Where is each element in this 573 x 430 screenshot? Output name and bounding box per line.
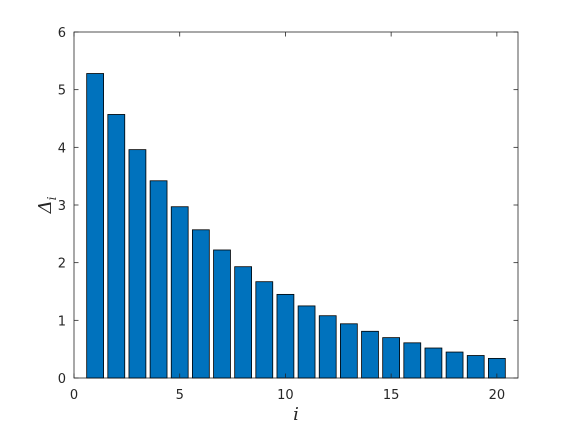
y-tick-label: 0 (58, 372, 66, 387)
x-tick-label: 20 (489, 388, 506, 403)
bar (382, 337, 400, 379)
y-tick-label: 6 (58, 26, 66, 41)
x-tick-label: 15 (383, 388, 400, 403)
bar (339, 323, 358, 379)
bar (276, 293, 295, 379)
bar (255, 281, 274, 379)
y-tick-label: 1 (58, 314, 66, 329)
bars-group (86, 73, 506, 379)
bar (403, 342, 422, 379)
bar (297, 305, 316, 379)
bar (361, 330, 379, 379)
bar (107, 114, 126, 379)
x-tick-label: 5 (176, 388, 184, 403)
bar (234, 266, 253, 379)
x-axis-ticks: 0 5 10 15 20 (70, 32, 505, 403)
y-tick-label: 3 (58, 199, 66, 214)
bar (466, 355, 485, 379)
bar (149, 180, 168, 379)
y-axis-ticks: 0 1 2 3 4 5 6 (58, 26, 518, 387)
bar (191, 229, 210, 379)
y-tick-label: 2 (58, 257, 66, 272)
svg-text:Δi: Δi (35, 196, 59, 214)
bar (170, 206, 189, 379)
y-axis-label-group: Δi (35, 196, 59, 214)
x-tick-label: 10 (277, 388, 294, 403)
x-axis-label: i (293, 404, 299, 425)
bar (128, 149, 147, 379)
bar (445, 351, 464, 379)
bar (424, 347, 443, 379)
y-tick-label: 4 (58, 141, 66, 156)
y-tick-label: 5 (58, 84, 66, 99)
plot-area (73, 31, 519, 379)
bar (318, 315, 337, 379)
y-axis-label-subscript: i (45, 196, 59, 200)
bar (213, 249, 231, 379)
bar (86, 73, 105, 379)
x-tick-label: 0 (70, 388, 78, 403)
y-axis-label: Δ (35, 200, 56, 214)
